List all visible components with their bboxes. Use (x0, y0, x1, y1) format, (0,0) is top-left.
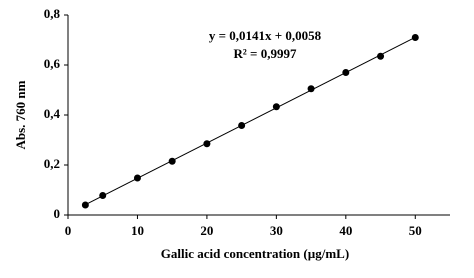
point (133, 174, 141, 182)
y-tick-label: 0,2 (44, 156, 60, 171)
point (307, 85, 315, 93)
x-tick-label: 10 (131, 223, 144, 238)
point (272, 103, 280, 111)
x-tick-label: 0 (65, 223, 72, 238)
x-axis-label: Gallic acid concentration (µg/mL) (161, 246, 349, 261)
point (411, 34, 419, 41)
equation: y = 0,0141x + 0,0058 (209, 28, 322, 43)
point (81, 201, 89, 209)
y-axis-label: Abs. 760 nm (13, 80, 28, 149)
x-tick-label: 30 (270, 223, 283, 238)
y-tick-label: 0 (54, 206, 61, 221)
y-tick-label: 0,6 (44, 56, 61, 71)
point (203, 140, 211, 148)
point (342, 69, 350, 76)
x-tick-label: 20 (200, 223, 213, 238)
point (377, 52, 385, 60)
x-tick-label: 40 (339, 223, 352, 238)
point (168, 157, 176, 165)
r-squared: R² = 0,9997 (234, 46, 297, 61)
point (99, 192, 107, 199)
x-tick-label: 50 (409, 223, 422, 238)
point (238, 122, 246, 129)
y-tick-label: 0,8 (44, 6, 61, 21)
y-tick-label: 0,4 (44, 106, 61, 121)
